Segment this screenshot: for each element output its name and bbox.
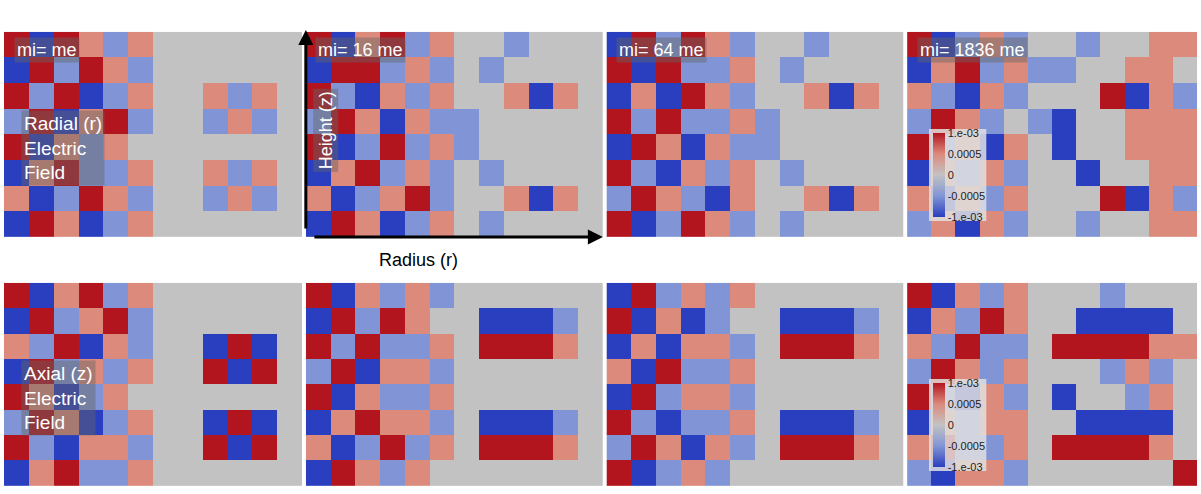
- svg-text:mi= 16 me: mi= 16 me: [318, 40, 403, 60]
- svg-text:-0.0005: -0.0005: [948, 440, 985, 452]
- svg-text:1.e-03: 1.e-03: [948, 377, 979, 389]
- svg-text:0: 0: [948, 419, 954, 431]
- svg-text:Radial (r)ElectricField: Radial (r)ElectricField: [24, 113, 102, 183]
- svg-text:0: 0: [948, 169, 954, 181]
- svg-text:0.0005: 0.0005: [948, 148, 982, 160]
- svg-text:Radius (r): Radius (r): [379, 250, 458, 270]
- svg-text:-1.e-03: -1.e-03: [948, 461, 983, 473]
- svg-text:Height (z): Height (z): [316, 91, 336, 169]
- svg-text:mi= me: mi= me: [17, 40, 77, 60]
- svg-text:-0.0005: -0.0005: [948, 190, 985, 202]
- svg-text:mi= 1836 me: mi= 1836 me: [920, 40, 1025, 60]
- svg-text:-1.e-03: -1.e-03: [948, 211, 983, 223]
- svg-text:1.e-03: 1.e-03: [948, 127, 979, 139]
- svg-text:mi= 64 me: mi= 64 me: [619, 40, 704, 60]
- svg-text:Axial (z)ElectricField: Axial (z)ElectricField: [24, 363, 93, 433]
- svg-text:0.0005: 0.0005: [948, 398, 982, 410]
